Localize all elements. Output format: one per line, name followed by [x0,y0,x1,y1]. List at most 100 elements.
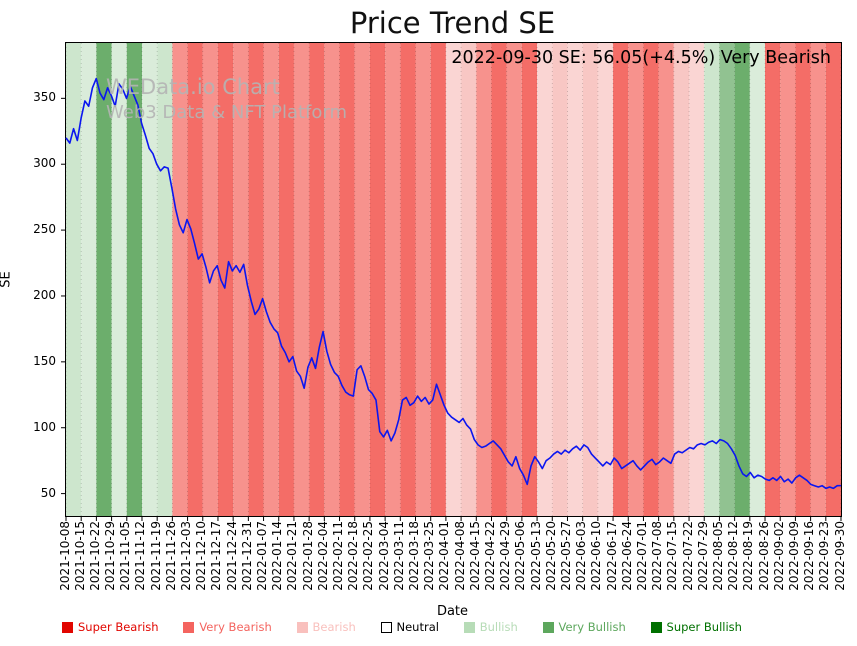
x-tick-label: 2022-06-17 [604,521,619,591]
y-tick-label: 200 [33,287,56,302]
sentiment-band-very_bullish [96,43,112,516]
x-tick-label: 2022-02-25 [361,521,376,591]
legend-label: Super Bullish [666,620,742,634]
x-tick-label: 2022-09-23 [817,521,832,591]
legend: Super Bearish Very Bearish Bearish Neutral B… [62,620,742,634]
legend-label: Very Bullish [558,620,626,634]
x-tick-label: 2021-11-12 [133,521,148,591]
sentiment-band-very_bearish [628,43,644,516]
sentiment-band-very_bearish [476,43,492,516]
sentiment-band-bearish [673,43,690,516]
x-tick-label: 2021-12-31 [239,521,254,591]
legend-item-very_bearish: Very Bearish [183,620,272,634]
sentiment-band-very_bearish [643,43,659,516]
y-tick-label: 350 [33,90,56,105]
legend-item-neutral: Neutral [380,620,439,634]
x-tick-label: 2022-07-08 [650,521,665,591]
legend-item-bullish: Bullish [463,620,518,634]
sentiment-band-bullish [704,43,720,516]
x-tick-label: 2022-01-28 [300,521,315,591]
sentiment-band-very_bearish [825,43,841,516]
sentiment-band-bearish [537,43,553,516]
sentiment-band-bearish [689,43,705,516]
sentiment-band-very_bearish [400,43,416,516]
x-tick-label: 2021-11-26 [163,521,178,591]
sentiment-band-very_bearish [810,43,826,516]
x-tick-label: 2022-09-02 [771,521,786,591]
x-tick-label: 2022-08-05 [710,521,725,591]
watermark-line-1: WEData.io Chart [106,75,280,99]
legend-label: Neutral [396,620,439,634]
sentiment-band-very_bearish [339,43,355,516]
sentiment-band-very_bearish [780,43,796,516]
x-tick-label: 2022-09-16 [802,521,817,591]
y-tick-label: 50 [40,485,56,500]
price-line [65,77,842,490]
x-tick-label: 2022-05-27 [558,521,573,591]
sentiment-band-bullish [66,43,82,516]
legend-item-super_bullish: Super Bullish [650,620,742,634]
sentiment-band-very_bearish [233,43,249,516]
sentiment-band-very_bearish [172,43,188,516]
x-tick-label: 2022-04-15 [467,521,482,591]
sentiment-band-bullish [157,43,173,516]
x-axis-label: Date [436,604,469,619]
x-tick-label: 2022-07-01 [634,521,649,591]
legend-label: Very Bearish [199,620,272,634]
sentiment-band-very_bearish [309,43,325,516]
x-tick-label: 2021-12-24 [224,521,239,591]
x-tick-label: 2022-06-10 [589,521,604,591]
x-tick-label: 2021-10-08 [57,521,72,591]
sentiment-band-very_bearish [491,43,507,516]
x-tick-label: 2022-09-09 [786,521,801,591]
sentiment-band-very_bearish [324,43,340,516]
sentiment-band-very_bearish [278,43,294,516]
x-tick-label: 2022-04-08 [452,521,467,591]
sentiment-band-very_bullish [734,43,750,516]
sentiment-band-very_bearish [385,43,401,516]
x-tick-label: 2021-10-22 [87,521,102,591]
sentiment-band-bearish [552,43,568,516]
sentiment-band-bearish [582,43,598,516]
chart-canvas [61,43,842,521]
x-tick-label: 2022-04-01 [437,521,452,591]
x-tick-label: 2022-07-22 [680,521,695,591]
sentiment-band-bullish [81,43,97,516]
sentiment-band-very_bearish [187,43,203,516]
sentiment-band-very_bearish [795,43,811,516]
sentiment-band-very_bullish [126,43,142,516]
legend-label: Bullish [479,620,518,634]
x-tick-label: 2022-09-30 [832,521,847,591]
y-tick-label: 250 [33,222,56,237]
x-tick-label: 2022-03-04 [376,521,391,591]
plot-area: WEData.io Chart Web3 Data & NFT Platform… [61,42,842,521]
x-tick-label: 2021-11-19 [148,521,163,591]
sentiment-band-very_bearish [506,43,522,516]
sentiment-band-very_bearish [293,43,310,516]
legend-item-super_bearish: Super Bearish [62,620,159,634]
legend-swatch-super_bearish [62,621,73,633]
x-tick-label: 2022-03-18 [407,521,421,591]
x-tick-label: 2021-12-17 [209,521,224,591]
sentiment-band-bearish [597,43,614,516]
x-tick-label: 2022-08-19 [741,521,756,591]
x-tick-label: 2021-12-10 [194,521,209,591]
sentiment-band-very_bullish [719,43,735,516]
legend-swatch-super_bullish [650,621,662,633]
sentiment-band-very_bearish [613,43,629,516]
x-tick-label: 2021-12-03 [179,521,194,591]
sentiment-band-very_bearish [430,43,446,516]
sentiment-band-very_bearish [521,43,538,516]
y-tick-label: 300 [33,156,56,171]
sentiment-band-very_bearish [658,43,674,516]
x-tick-label: 2022-04-29 [498,521,513,591]
x-tick-label: 2021-11-05 [118,521,133,591]
sentiment-band-bearish [445,43,462,516]
x-tick-label: 2022-05-13 [528,521,543,591]
x-tick-label: 2022-02-11 [331,521,346,591]
x-tick-label: 2022-08-12 [726,521,741,591]
x-tick-label: 2022-03-25 [422,521,437,591]
x-tick-label: 2022-02-18 [346,521,361,591]
x-tick-label: 2021-10-29 [103,521,118,591]
